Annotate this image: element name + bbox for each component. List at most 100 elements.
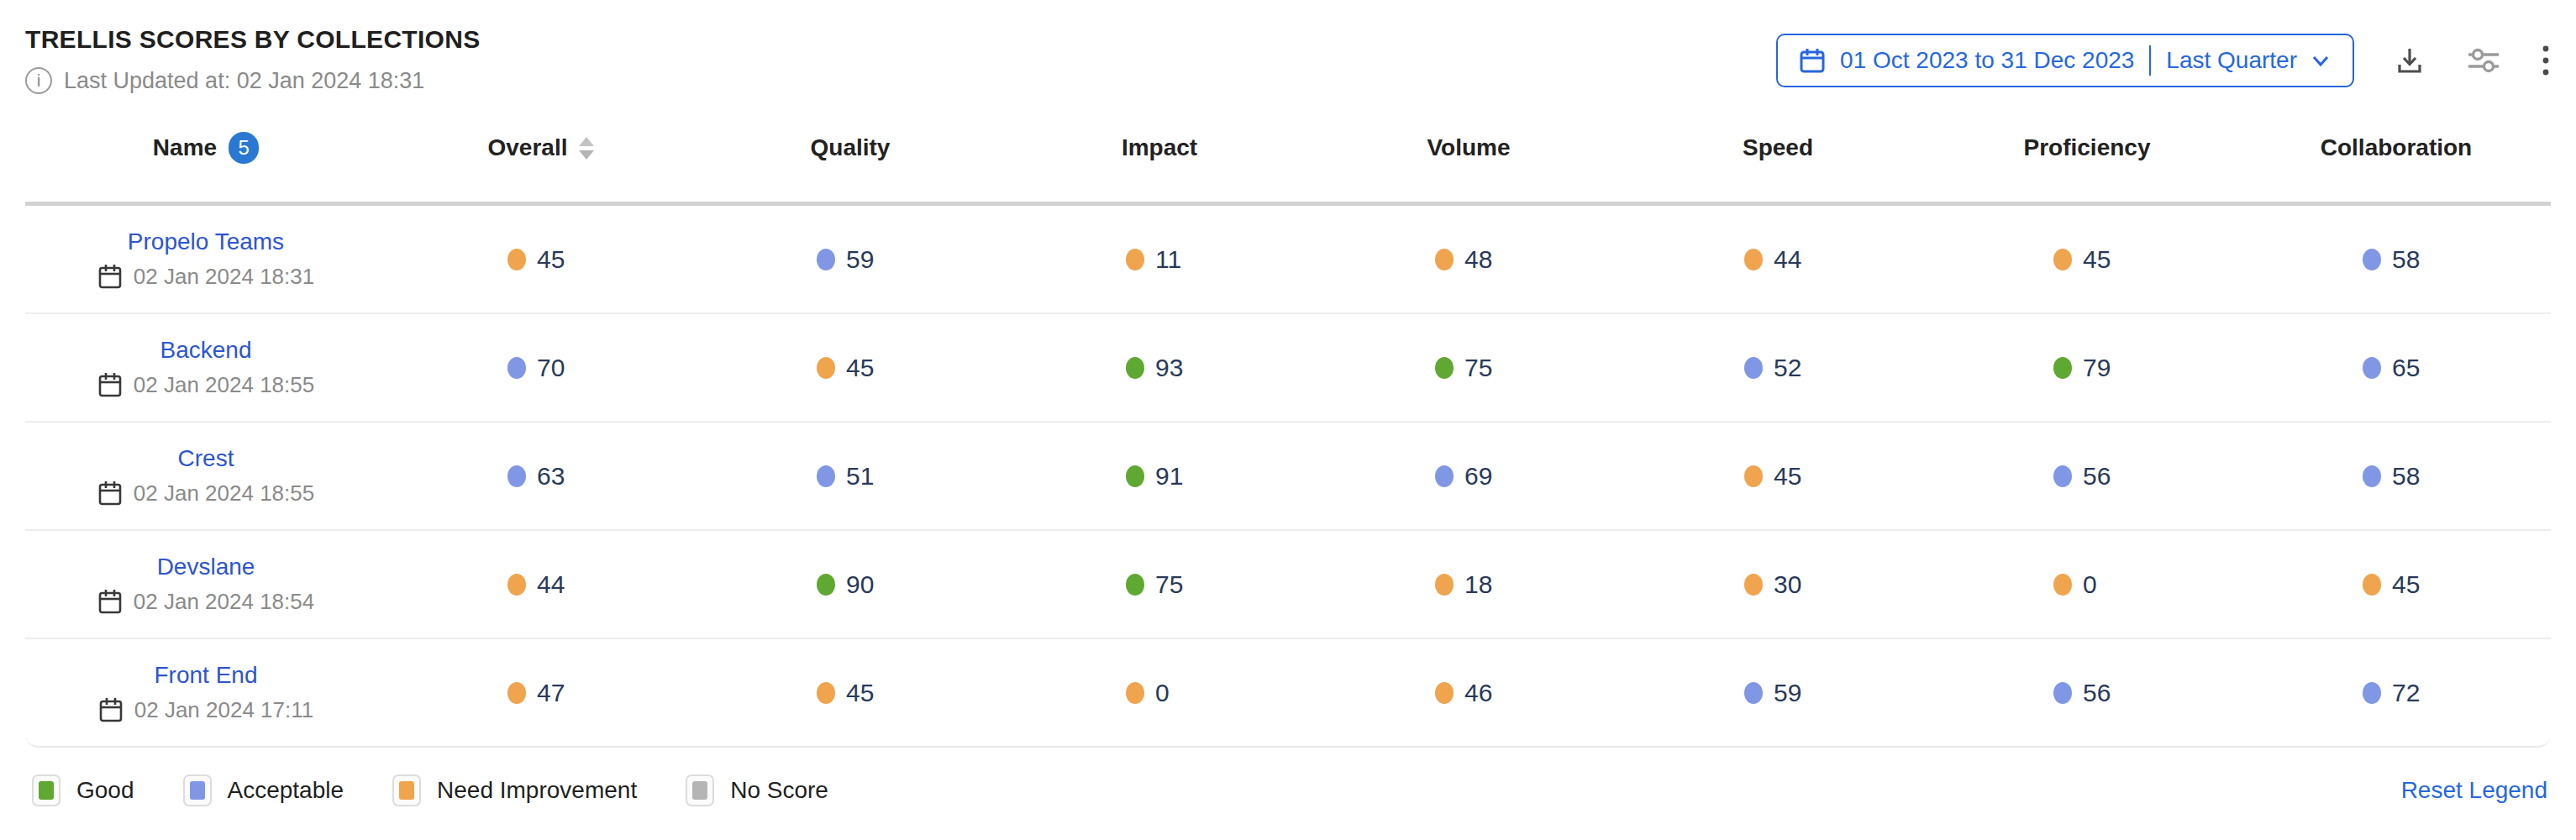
legend-label: Good: [76, 777, 134, 804]
table-row: Propelo Teams 02 Jan 2024 18:31 45 59: [25, 206, 2551, 314]
name-cell: Backend 02 Jan 2024 18:55: [25, 337, 386, 398]
collection-link[interactable]: Front End: [155, 662, 258, 689]
score-dot: [817, 357, 835, 379]
widget-controls: 01 Oct 2023 to 31 Dec 2023 Last Quarter: [1776, 34, 2551, 87]
score-dot: [2053, 249, 2072, 270]
score-value: 91: [1155, 462, 1183, 491]
row-date-text: 02 Jan 2024 18:54: [134, 589, 314, 615]
score-dot: [1435, 357, 1454, 379]
score-value: 79: [2083, 354, 2111, 382]
score-dot: [1744, 249, 1763, 270]
row-date-text: 02 Jan 2024 17:11: [134, 697, 313, 723]
legend-item[interactable]: Good: [32, 774, 134, 806]
column-label: Collaboration: [2321, 134, 2472, 161]
score-dot: [1126, 249, 1144, 270]
score-cell: 45: [1623, 462, 1932, 491]
score-value: 65: [2392, 354, 2420, 382]
row-date-text: 02 Jan 2024 18:31: [134, 264, 314, 290]
legend-item[interactable]: No Score: [686, 774, 828, 806]
score-value: 75: [1464, 354, 1492, 382]
score-value: 56: [2083, 462, 2111, 491]
score-dot: [1435, 682, 1454, 704]
score-value: 44: [537, 570, 565, 599]
score-dot: [2053, 682, 2072, 704]
score-value: 93: [1155, 354, 1183, 382]
score-value: 45: [2392, 570, 2420, 599]
score-value: 70: [537, 354, 565, 382]
score-dot: [1744, 682, 1763, 704]
calendar-icon: [98, 696, 124, 723]
score-dot: [507, 249, 526, 270]
score-value: 75: [1155, 570, 1183, 599]
score-cell: 0: [1932, 570, 2242, 599]
score-cells: 44 90 75 18 30 0 45: [386, 570, 2551, 599]
score-value: 51: [846, 462, 874, 491]
score-cell: 30: [1623, 570, 1932, 599]
download-icon: [2393, 44, 2426, 77]
sort-icon[interactable]: [579, 137, 594, 160]
name-cell: Devslane 02 Jan 2024 18:54: [25, 554, 386, 615]
download-button[interactable]: [2393, 44, 2426, 77]
column-header-speed: Speed: [1623, 134, 1932, 161]
name-cell: Crest 02 Jan 2024 18:55: [25, 445, 386, 507]
row-updated-date: 02 Jan 2024 17:11: [98, 696, 313, 723]
collection-link[interactable]: Crest: [178, 445, 234, 472]
row-updated-date: 02 Jan 2024 18:31: [97, 263, 314, 290]
date-range-button[interactable]: 01 Oct 2023 to 31 Dec 2023 Last Quarter: [1776, 34, 2354, 87]
score-cell: 58: [2242, 462, 2551, 491]
trellis-scores-widget: TRELLIS SCORES BY COLLECTIONS i Last Upd…: [0, 0, 2576, 840]
row-date-text: 02 Jan 2024 18:55: [134, 480, 314, 507]
calendar-icon: [1798, 46, 1827, 75]
legend-item[interactable]: Need Improvement: [392, 774, 637, 806]
score-dot: [2363, 357, 2381, 379]
date-preset-text: Last Quarter: [2166, 47, 2297, 74]
score-value: 45: [846, 679, 874, 707]
score-cell: 47: [386, 679, 696, 707]
score-cell: 59: [696, 245, 1005, 274]
settings-button[interactable]: [2465, 42, 2502, 79]
legend: Good Acceptable Need Improvement No Scor…: [32, 774, 828, 806]
column-header-volume: Volume: [1314, 134, 1623, 161]
column-label: Volume: [1427, 134, 1510, 161]
score-value: 59: [1774, 679, 1801, 707]
more-options-button[interactable]: [2541, 42, 2551, 79]
collection-link[interactable]: Devslane: [157, 554, 255, 580]
reset-legend-link[interactable]: Reset Legend: [2401, 777, 2547, 804]
collection-link[interactable]: Backend: [160, 337, 252, 364]
score-cell: 59: [1623, 679, 1932, 707]
score-cell: 45: [1932, 245, 2242, 274]
column-label: Proficiency: [2024, 134, 2151, 161]
column-header-name: Name5: [25, 132, 386, 164]
info-icon[interactable]: i: [25, 67, 52, 94]
score-cell: 58: [2242, 245, 2551, 274]
collection-link[interactable]: Propelo Teams: [128, 228, 284, 255]
score-cell: 46: [1314, 679, 1623, 707]
divider: [2149, 45, 2151, 76]
score-cell: 56: [1932, 462, 2242, 491]
legend-swatch: [32, 774, 60, 806]
score-value: 58: [2392, 245, 2420, 274]
table-header-row: Name5OverallQualityImpactVolumeSpeedProf…: [25, 94, 2551, 206]
score-value: 46: [1464, 679, 1492, 707]
score-value: 72: [2392, 679, 2420, 707]
score-cell: 18: [1314, 570, 1623, 599]
name-cell: Propelo Teams 02 Jan 2024 18:31: [25, 228, 386, 290]
table-row: Crest 02 Jan 2024 18:55 63 51: [25, 423, 2551, 531]
score-value: 56: [2083, 679, 2111, 707]
score-cell: 48: [1314, 245, 1623, 274]
calendar-icon: [97, 263, 123, 290]
score-dot: [1435, 574, 1454, 596]
column-header-proficiency: Proficiency: [1932, 134, 2242, 161]
table-row: Backend 02 Jan 2024 18:55 70 45: [25, 314, 2551, 423]
legend-item[interactable]: Acceptable: [183, 774, 344, 806]
score-dot: [1435, 465, 1454, 487]
column-header-overall[interactable]: Overall: [386, 134, 696, 161]
title-block: TRELLIS SCORES BY COLLECTIONS i Last Upd…: [25, 25, 481, 94]
score-dot: [817, 465, 835, 487]
row-updated-date: 02 Jan 2024 18:55: [97, 371, 314, 398]
score-dot: [507, 357, 526, 379]
widget-header: TRELLIS SCORES BY COLLECTIONS i Last Upd…: [25, 25, 2551, 94]
date-range-text: 01 Oct 2023 to 31 Dec 2023: [1840, 47, 2134, 74]
score-value: 44: [1774, 245, 1801, 274]
last-updated-text: Last Updated at: 02 Jan 2024 18:31: [64, 68, 424, 94]
